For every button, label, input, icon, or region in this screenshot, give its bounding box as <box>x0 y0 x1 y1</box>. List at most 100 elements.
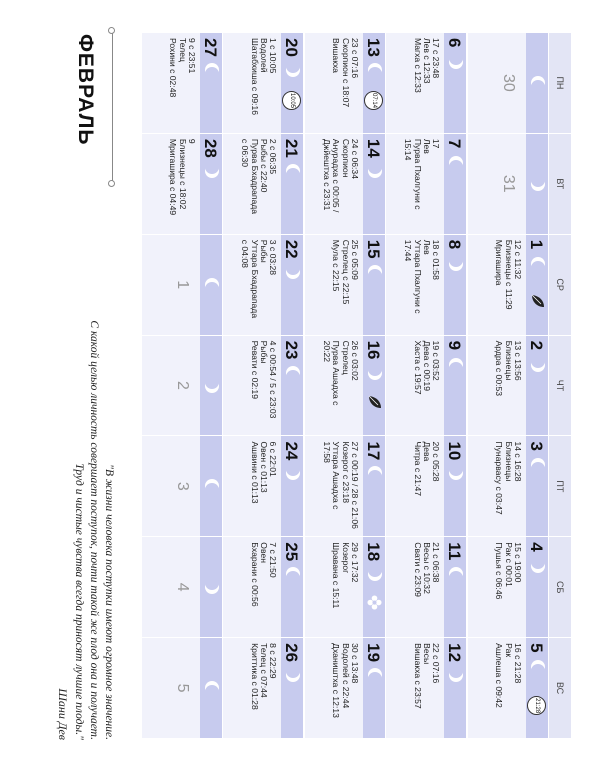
day-number: 31 <box>500 174 517 193</box>
day-info-line: 24 с 06:34 <box>350 138 360 179</box>
day-cell[interactable]: 12 22 с 07:16 Весы Вишакха с 23:57 <box>386 638 467 739</box>
day-number: 18 <box>364 542 383 562</box>
day-info-line: 6 с 22:01 <box>268 441 279 477</box>
day-info-line: Скорпион с 18:07 <box>340 38 351 108</box>
day-info-line: 14 с 16:28 <box>513 441 523 482</box>
day-cell-other-month[interactable]: 3 <box>142 436 222 538</box>
day-cell[interactable]: 19 30 с 13:48 Водолей с 22:44 Дхаништха с 1… <box>305 638 385 739</box>
day-info-line: 4 с 00:54 / 5 с 23:03 <box>268 340 279 419</box>
day-info-line: Овен с 01:13 <box>259 441 270 493</box>
day-band <box>444 335 467 436</box>
day-info-line: Шравана с 15:11 <box>331 542 342 609</box>
day-cell-other-month[interactable]: 5 <box>142 638 222 739</box>
day-cell[interactable]: 23 4 с 00:54 / 5 с 23:03 Рыбы Ревати с 02:1… <box>223 335 304 437</box>
title-divider <box>112 32 113 182</box>
day-cell[interactable]: 11 21 с 06:38 Весы с 10:32 Свати с 23:09 <box>386 537 467 639</box>
quote-line-3: Труд и чистые чувства всегда приносят лу… <box>73 463 85 740</box>
day-info: 24 с 06:34 Скорпион Анурадха с 00:05 /Джйе… <box>321 138 360 231</box>
day-info-line: 7 с 21:50 <box>268 542 279 578</box>
day-cell-other-month[interactable]: 1 <box>142 234 222 336</box>
day-info-line: Близнецы <box>503 441 514 482</box>
moon-phase-icon <box>205 277 219 292</box>
day-info-line: Ардра с 00:53 <box>494 340 505 397</box>
day-cell[interactable]: 22 3 с 03:28 Рыбы Уттара Бхадрапада с 04:08 <box>223 234 304 336</box>
day-info: 12 с 11:32 Близнецы с 11:29 Мригашира <box>494 239 523 332</box>
day-info-line: Рыбы <box>259 340 270 364</box>
day-cell[interactable]: 27 9 с 23:51 Телец Рохини с 02:48 <box>142 33 222 134</box>
day-cell-other-month[interactable]: 4 <box>142 537 222 639</box>
day-info-line: 20 с 05:28 <box>431 441 442 482</box>
day-info-line: 16 с 21:28 <box>513 643 523 684</box>
moon-phase-icon <box>368 163 382 178</box>
day-info-line: Рыбы <box>259 239 270 263</box>
day-info-line: Лев с 12:33 <box>422 38 433 84</box>
day-info-line: Лев <box>422 138 433 154</box>
day-cell[interactable]: 20 10:05 1 с 10:05 Водолей Шатабхиша с 09:16 <box>223 33 304 134</box>
day-info-line: Пушья с 06:46 <box>494 542 505 600</box>
moon-phase-icon <box>449 155 464 170</box>
day-cell-other-month[interactable]: 31 <box>468 133 548 235</box>
day-number: 16 <box>364 340 383 360</box>
day-number: 22 <box>282 239 302 259</box>
moon-phase-icon <box>368 466 382 481</box>
day-info-line: Весы <box>422 643 433 665</box>
day-info-line: Читра с 21:47 <box>412 441 423 497</box>
day-info-line: Козерог <box>340 542 351 574</box>
day-info-line: 29 с 17:32 <box>350 542 360 583</box>
day-cell[interactable]: 24 6 с 22:01 Овен с 01:13 Ашвини с 01:13 <box>223 436 304 538</box>
day-info-line: Рыбы с 22:40 <box>259 138 270 193</box>
day-cell[interactable]: 2 13 с 13:56 Близнецы Ардра с 00:53 <box>468 335 548 437</box>
day-cell[interactable]: 25 7 с 21:50 Овен Бхарани с 00:56 <box>223 537 304 639</box>
day-number: 28 <box>201 138 220 158</box>
day-info-line: Близнецы с 11:29 <box>503 239 514 310</box>
quote-author: Шани Дев <box>56 688 70 740</box>
day-cell[interactable]: 18 29 с 17:32 Козерог Шравана с 15:11 <box>305 537 385 639</box>
day-number: 14 <box>364 138 383 158</box>
day-info-line: Мула с 22:15 <box>331 239 342 292</box>
day-cell[interactable]: 8 18 с 01:58 Лев Уттара Пхалгуни с 17:44 <box>386 234 467 336</box>
week-row: 30 31 1 12 с 11:32 Близнецы с 11:29 Мригашира… <box>468 33 548 739</box>
day-cell[interactable]: 6 17 с 23:48 Лев с 12:33 Магха с 12:33 <box>386 33 467 134</box>
day-cell[interactable]: 14 24 с 06:34 Скорпион Анурадха с 00:05 /Дж… <box>305 133 385 235</box>
moon-phase-icon <box>368 63 382 77</box>
moon-phase-icon <box>531 256 545 271</box>
day-cell[interactable]: 21 2 с 06:35 Рыбы с 22:40 Пурва Бхадрапада с… <box>223 133 304 235</box>
weekday-fri: ПТ <box>549 436 571 538</box>
day-cell[interactable]: 3 14 с 16:28 Близнецы Пунарвасу с 03:47 <box>468 436 548 538</box>
moon-phase-icon <box>205 479 219 494</box>
day-cell[interactable]: 9 19 с 03:52 Дева с 00:19 Хаста с 19:57 <box>386 335 467 437</box>
weekday-wed: СР <box>549 234 571 336</box>
day-cell[interactable]: 16 26 с 03:02 Стрелец Пурва Ашадха с 20:22 <box>305 335 385 437</box>
day-info: 19 с 03:52 Дева с 00:19 Хаста с 19:57 <box>412 341 442 433</box>
day-info: 14 с 16:28 Близнецы Пунарвасу с 03:47 <box>494 441 523 533</box>
day-cell[interactable]: 1 12 с 11:32 Близнецы с 11:29 Мригашира <box>468 234 548 336</box>
day-number: 3 <box>174 481 191 491</box>
day-cell-other-month[interactable]: 2 <box>142 335 222 437</box>
weekday-sun: ВС <box>555 681 565 695</box>
day-info-line: Магха с 12:33 <box>412 38 423 93</box>
week-row: 20 10:05 1 с 10:05 Водолей Шатабхиша с 09:16… <box>223 33 304 739</box>
day-cell[interactable]: 10 20 с 05:28 Дева Читра с 21:47 <box>386 436 467 538</box>
day-cell[interactable]: 13 07:14 23 с 07:16 Скорпион с 18:07 Вишакха <box>305 33 385 134</box>
day-cell[interactable]: 15 25 с 05:09 Стрелец с 22:15 Мула с 22:15 <box>305 234 385 336</box>
day-cell-other-month[interactable]: 30 <box>468 33 548 134</box>
day-info-line: Пурва Ашадха с <box>331 340 342 406</box>
day-cell[interactable]: 17 27 с 00:19 / 28 с 21:06 Козерог с 23:18… <box>305 436 385 538</box>
day-number: 2 <box>174 381 191 390</box>
day-info-line: Рохини с 02:48 <box>168 38 179 98</box>
day-cell[interactable]: 28 9 Близнецы с 18:02 Мригашира с 04:49 <box>142 133 222 235</box>
day-band <box>526 537 548 638</box>
day-info-line: 18 с 01:58 <box>431 239 442 280</box>
day-info-line: Стрелец с 22:15 <box>340 239 351 305</box>
day-cell[interactable]: 4 15 с 19:00 Рак с 00:01 Пушья с 06:46 <box>468 537 548 639</box>
day-info-line: 3 с 03:28 <box>268 239 279 276</box>
day-info-line: с 04:08 <box>240 239 251 268</box>
day-cell[interactable]: 7 17 Лев Пурва Пхалгуни с 15:14 <box>386 133 467 235</box>
day-number: 7 <box>445 138 465 149</box>
day-band <box>444 133 467 234</box>
day-info-line: Вишакха <box>331 38 342 73</box>
day-info: 18 с 01:58 Лев Уттара Пхалгуни с 17:44 <box>403 240 441 332</box>
day-cell[interactable]: 5 21:28 16 с 21:28 Рак Ашлеша с 09:42 <box>468 638 548 739</box>
moon-phase-icon <box>368 668 382 683</box>
day-cell[interactable]: 26 8 с 22:29 Телец с 07:44 Криттика с 01:28 <box>223 638 304 739</box>
